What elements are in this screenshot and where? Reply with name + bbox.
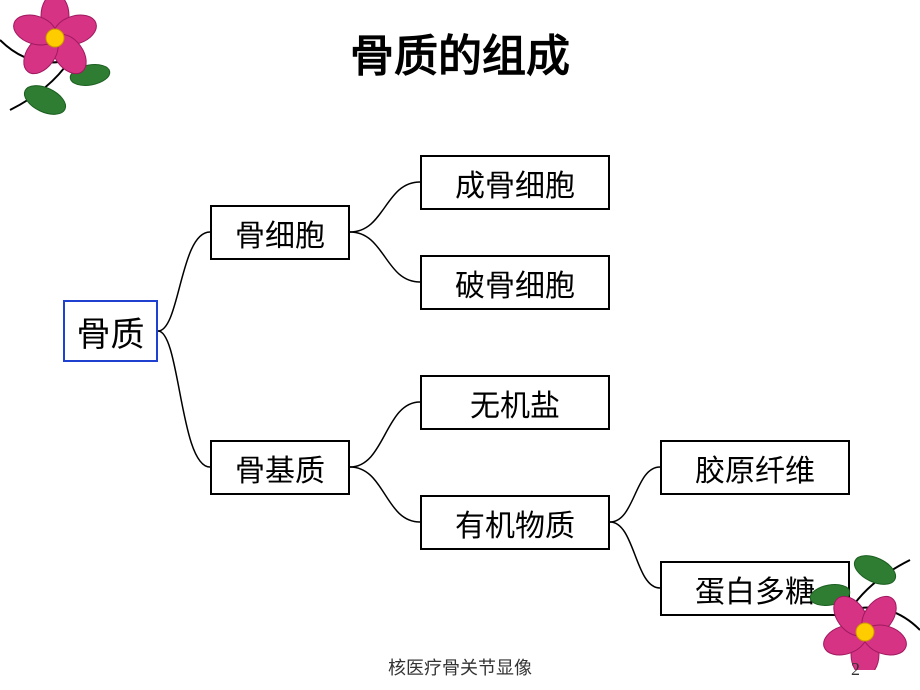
- node-matrix: 骨基质: [210, 440, 350, 495]
- footer-text: 核医疗骨关节显像: [0, 654, 920, 680]
- node-osteoclast: 破骨细胞: [420, 255, 610, 310]
- flower-bottom-right-icon: [760, 530, 920, 670]
- node-cells: 骨细胞: [210, 205, 350, 260]
- node-root: 骨质: [63, 300, 158, 362]
- node-osteoblast: 成骨细胞: [420, 155, 610, 210]
- node-organic: 有机物质: [420, 495, 610, 550]
- flower-top-left-icon: [0, 0, 160, 140]
- page-number: 2: [851, 659, 860, 680]
- node-mineral: 无机盐: [420, 375, 610, 430]
- node-collagen: 胶原纤维: [660, 440, 850, 495]
